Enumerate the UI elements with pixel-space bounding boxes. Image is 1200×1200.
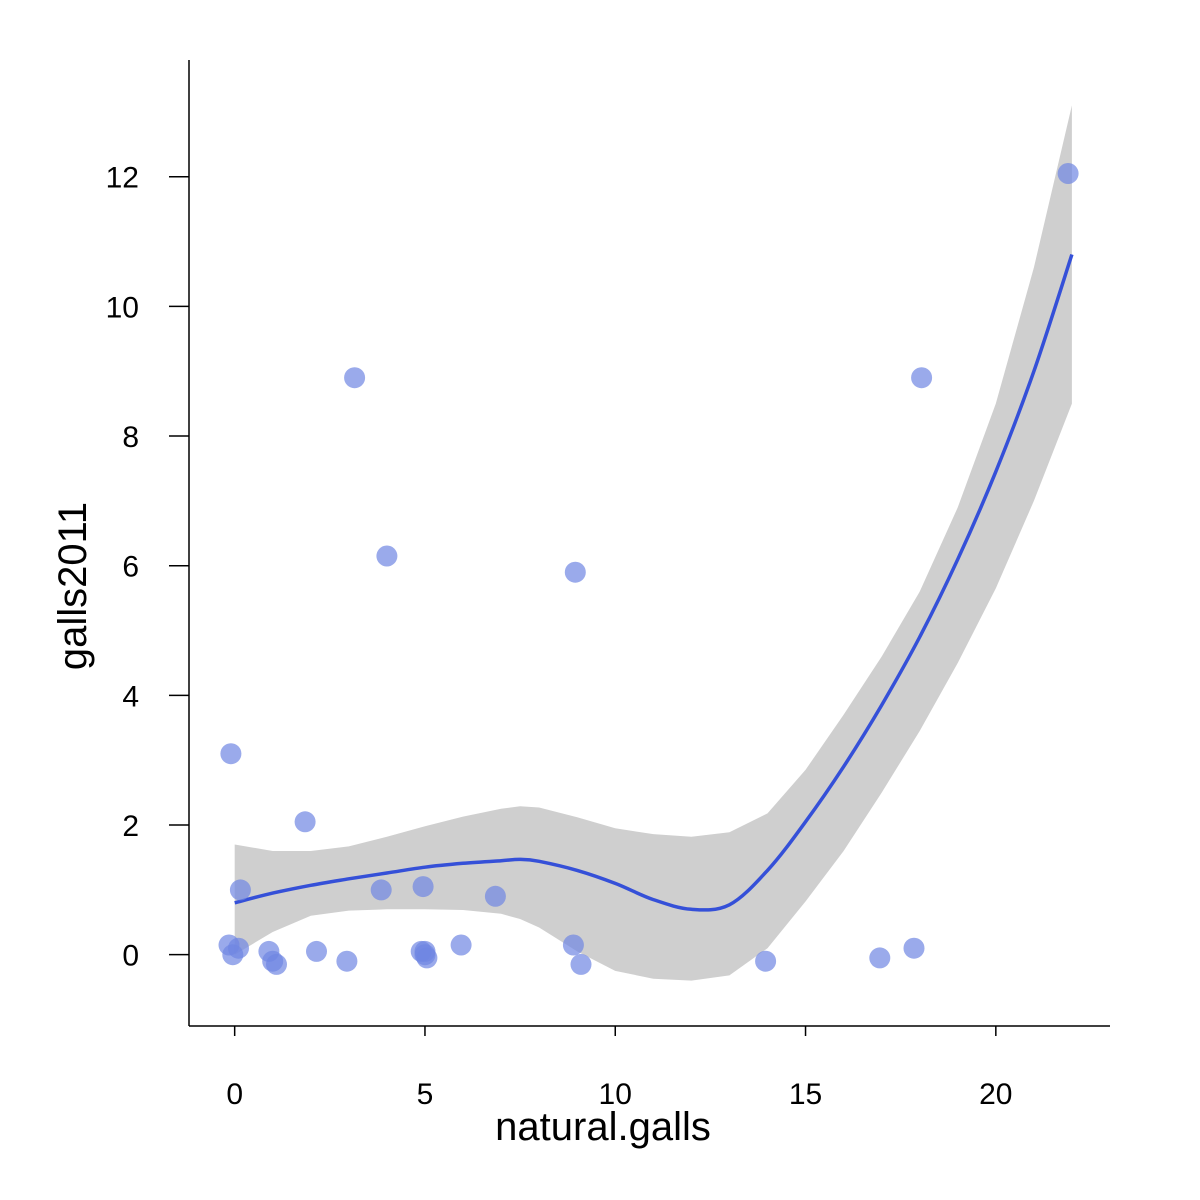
data-point [911,367,933,389]
y-tick-label: 0 [122,940,139,973]
data-point [416,947,438,969]
y-tick-label: 2 [122,810,139,843]
y-tick-label: 8 [122,421,139,454]
data-point [869,947,891,969]
y-tick-label: 12 [106,162,139,195]
smooth-line-layer [234,253,1074,912]
data-point [220,743,242,765]
data-point [229,879,251,901]
data-point [266,953,287,975]
data-point [370,879,392,901]
data-point [412,876,434,898]
data-point [336,950,358,972]
data-point [306,940,327,962]
data-points-layer [218,163,1079,975]
data-point [1057,163,1079,184]
y-tick-label: 10 [106,291,139,324]
data-point [484,885,506,907]
data-point [562,934,584,956]
y-tick-label: 6 [122,551,139,584]
data-point [564,561,586,583]
x-tick-label: 15 [789,1078,822,1111]
axes: 0 5 10 15 20 0 2 4 6 8 10 12 [106,60,1110,1111]
confidence-ribbon-layer [234,105,1072,981]
x-axis-title: natural.galls [495,1105,711,1149]
data-point [344,367,366,389]
confidence-ribbon [234,105,1072,981]
x-tick-label: 5 [417,1078,434,1111]
data-point [450,934,472,956]
y-axis-title: galls2011 [51,502,95,670]
data-point [376,545,398,567]
data-point [570,953,592,975]
smooth-line [234,253,1074,912]
x-tick-label: 10 [599,1078,632,1111]
data-point [294,811,316,833]
x-tick-label: 20 [979,1078,1012,1111]
data-point [903,937,925,959]
x-tick-label: 0 [226,1078,243,1111]
data-point [228,937,249,959]
y-tick-label: 4 [122,680,139,713]
data-point [755,950,777,972]
